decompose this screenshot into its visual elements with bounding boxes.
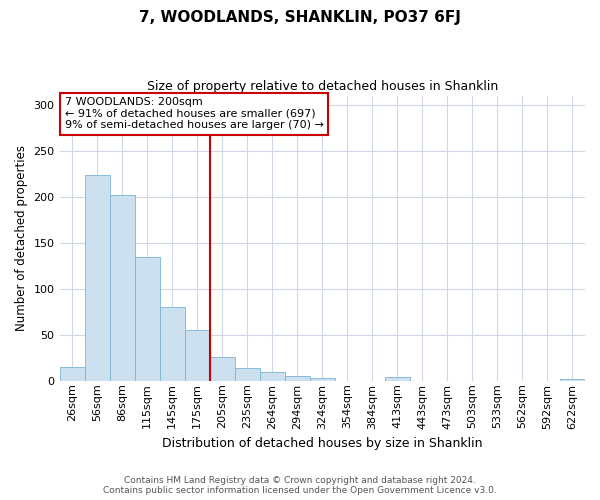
X-axis label: Distribution of detached houses by size in Shanklin: Distribution of detached houses by size … (162, 437, 482, 450)
Y-axis label: Number of detached properties: Number of detached properties (15, 145, 28, 331)
Bar (185, 330, 209, 381)
Bar (235, 368, 260, 381)
Bar (110, 195, 134, 381)
Bar (209, 357, 235, 381)
Text: 7, WOODLANDS, SHANKLIN, PO37 6FJ: 7, WOODLANDS, SHANKLIN, PO37 6FJ (139, 10, 461, 25)
Bar (385, 377, 410, 381)
Text: 7 WOODLANDS: 200sqm
← 91% of detached houses are smaller (697)
9% of semi-detach: 7 WOODLANDS: 200sqm ← 91% of detached ho… (65, 97, 323, 130)
Text: Contains HM Land Registry data © Crown copyright and database right 2024.
Contai: Contains HM Land Registry data © Crown c… (103, 476, 497, 495)
Title: Size of property relative to detached houses in Shanklin: Size of property relative to detached ho… (146, 80, 498, 93)
Bar (310, 378, 335, 381)
Bar (59, 367, 85, 381)
Bar (134, 256, 160, 381)
Bar (285, 376, 310, 381)
Bar (85, 174, 110, 381)
Bar (260, 372, 285, 381)
Bar (160, 307, 185, 381)
Bar (560, 379, 585, 381)
